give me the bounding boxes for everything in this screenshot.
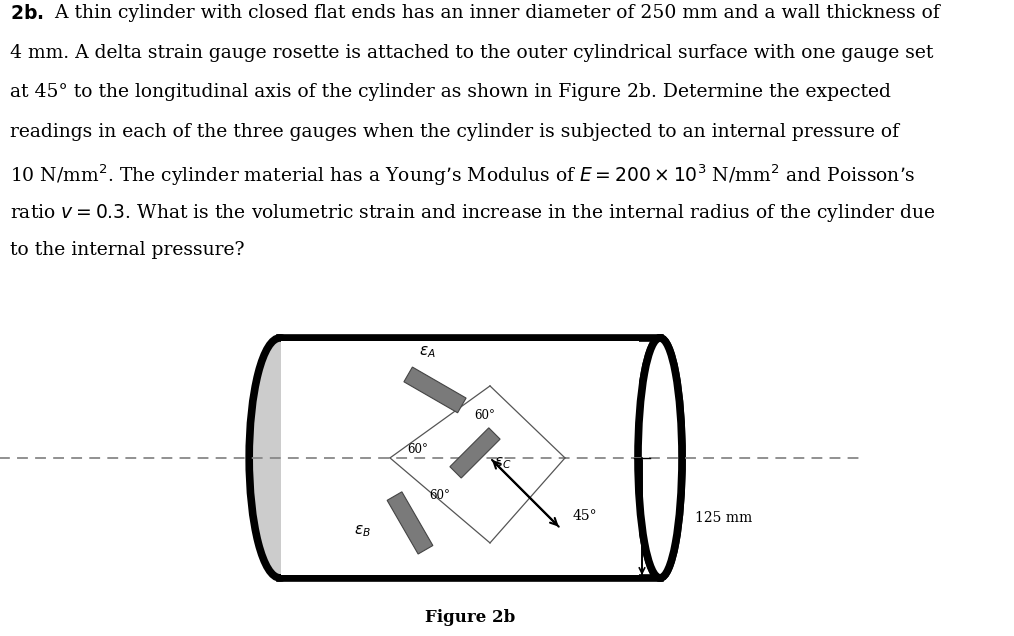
Text: 10 N/mm$^2$. The cylinder material has a Young’s Modulus of $E = 200\times10^3$ : 10 N/mm$^2$. The cylinder material has a… xyxy=(10,162,916,188)
Bar xyxy=(280,338,660,578)
Text: $\varepsilon_C$: $\varepsilon_C$ xyxy=(494,455,512,471)
Polygon shape xyxy=(404,367,466,413)
Text: 60°: 60° xyxy=(430,490,450,502)
Text: 4 mm. A delta strain gauge rosette is attached to the outer cylindrical surface : 4 mm. A delta strain gauge rosette is at… xyxy=(10,44,934,62)
Text: $\mathbf{2b.}$: $\mathbf{2b.}$ xyxy=(10,4,44,24)
Text: 45°: 45° xyxy=(573,509,597,523)
Polygon shape xyxy=(450,428,500,478)
Text: to the internal pressure?: to the internal pressure? xyxy=(10,241,244,259)
Ellipse shape xyxy=(249,338,311,578)
Bar xyxy=(281,341,639,575)
Text: 125 mm: 125 mm xyxy=(695,511,752,525)
Text: ratio $v = 0.3$. What is the volumetric strain and increase in the internal radi: ratio $v = 0.3$. What is the volumetric … xyxy=(10,202,936,224)
Text: $\varepsilon_A$: $\varepsilon_A$ xyxy=(419,344,435,360)
Ellipse shape xyxy=(638,338,682,578)
Text: readings in each of the three gauges when the cylinder is subjected to an intern: readings in each of the three gauges whe… xyxy=(10,123,899,141)
Text: 60°: 60° xyxy=(408,443,429,457)
Polygon shape xyxy=(387,492,433,554)
Text: Figure 2b: Figure 2b xyxy=(425,609,515,626)
Text: A thin cylinder with closed flat ends has an inner diameter of 250 mm and a wall: A thin cylinder with closed flat ends ha… xyxy=(49,4,939,22)
Text: $\varepsilon_B$: $\varepsilon_B$ xyxy=(354,523,370,539)
Ellipse shape xyxy=(638,338,682,578)
Text: 60°: 60° xyxy=(475,410,496,422)
Text: at 45° to the longitudinal axis of the cylinder as shown in Figure 2b. Determine: at 45° to the longitudinal axis of the c… xyxy=(10,83,891,101)
